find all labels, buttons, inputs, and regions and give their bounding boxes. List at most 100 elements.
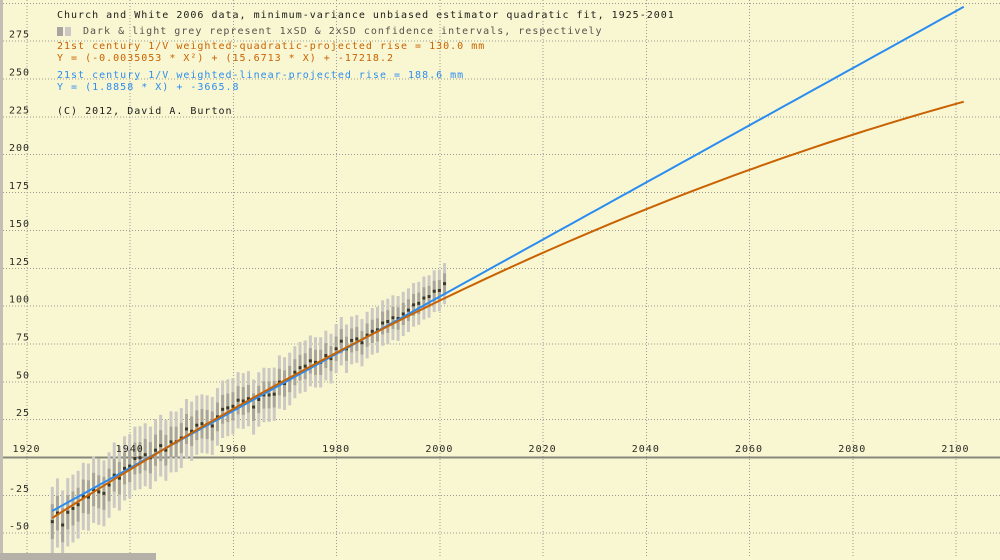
data-point <box>102 491 106 495</box>
x-tick-label: 1960 <box>219 444 247 455</box>
data-point <box>200 422 204 426</box>
data-point <box>308 359 312 363</box>
x-tick-label: 1980 <box>322 444 350 455</box>
y-tick-label: 175 <box>9 181 30 192</box>
y-tick-label: -25 <box>9 484 30 495</box>
light-grey-swatch-icon <box>65 27 71 36</box>
data-point <box>55 511 59 515</box>
tick-labels: 1920 1940 1960 1980 2000 2020 2040 2060 2080 2100… <box>9 30 969 533</box>
data-point <box>50 520 54 524</box>
data-point <box>195 423 199 427</box>
dark-grey-swatch-icon <box>57 27 63 36</box>
x-tick-label: 2100 <box>941 444 969 455</box>
y-tick-label: 150 <box>9 219 30 230</box>
data-point <box>92 488 96 492</box>
linear-equation-label: Y = (1.8858 * X) + -3665.8 <box>57 82 240 93</box>
y-tick-label: -50 <box>9 522 30 533</box>
data-point <box>252 405 256 409</box>
y-tick-label: 125 <box>9 257 30 268</box>
data-point <box>267 393 271 397</box>
data-point <box>226 406 230 410</box>
data-point <box>350 338 354 342</box>
data-point <box>138 456 142 460</box>
data-point <box>298 366 302 370</box>
x-tick-label: 2020 <box>529 444 557 455</box>
data-point <box>66 510 70 514</box>
data-point <box>391 316 395 320</box>
data-point <box>154 448 158 452</box>
data-point <box>437 288 441 292</box>
data-point <box>370 329 374 333</box>
data-point <box>277 380 281 384</box>
data-point <box>314 360 318 364</box>
copyright-label: (C) 2012, David A. Burton <box>57 106 233 117</box>
data-point <box>427 295 431 299</box>
quadratic-fit-line <box>51 100 965 519</box>
data-point <box>241 399 245 403</box>
data-point <box>143 453 147 457</box>
data-point <box>123 466 127 470</box>
window-left-edge <box>0 0 3 560</box>
data-point <box>86 495 90 499</box>
data-point <box>365 333 369 337</box>
data-point <box>190 429 194 433</box>
data-point <box>107 483 111 487</box>
y-tick-label: 100 <box>9 295 30 306</box>
data-point <box>221 407 225 411</box>
data-point <box>231 404 235 408</box>
data-point <box>324 354 328 358</box>
y-tick-label: 275 <box>9 30 30 41</box>
data-point <box>272 392 276 396</box>
data-point <box>246 397 250 401</box>
linear-fit-line <box>51 5 965 512</box>
data-point <box>169 440 173 444</box>
x-tick-label: 1920 <box>12 444 40 455</box>
y-tick-label: 225 <box>9 105 30 116</box>
x-tick-label: 1940 <box>116 444 144 455</box>
data-point <box>334 347 338 351</box>
data-point <box>386 320 390 324</box>
y-tick-label: 200 <box>9 143 30 154</box>
data-point <box>396 316 400 320</box>
x-tick-label: 2060 <box>735 444 763 455</box>
chart-title: Church and White 2006 data, minimum-vari… <box>57 10 675 21</box>
data-point <box>81 494 85 498</box>
data-point <box>355 337 359 341</box>
data-point <box>443 282 447 286</box>
data-point <box>381 321 385 325</box>
x-tick-label: 2080 <box>838 444 866 455</box>
data-point <box>412 303 416 307</box>
data-point <box>375 328 379 332</box>
data-point <box>329 357 333 361</box>
data-point <box>236 398 240 402</box>
data-point <box>133 457 137 461</box>
data-point <box>117 476 121 480</box>
x-tick-label: 2000 <box>425 444 453 455</box>
confidence-legend: Dark & light grey represent 1xSD & 2xSD … <box>57 27 603 37</box>
data-points <box>50 282 447 527</box>
y-tick-label: 75 <box>16 332 30 343</box>
y-tick-label: 250 <box>9 68 30 79</box>
data-point <box>422 296 426 300</box>
data-point <box>112 473 116 477</box>
data-point <box>76 503 80 507</box>
data-point <box>406 308 410 312</box>
data-point <box>61 523 65 527</box>
quadratic-equation-label: Y = (-0.0035053 * X²) + (15.6713 * X) + … <box>57 53 394 64</box>
y-tick-label: 50 <box>16 370 30 381</box>
data-point <box>417 301 421 305</box>
data-point <box>164 448 168 452</box>
data-point <box>401 312 405 316</box>
x-tick-label: 2040 <box>632 444 660 455</box>
data-point <box>432 289 436 293</box>
data-point <box>71 506 75 510</box>
data-point <box>257 397 261 401</box>
quadratic-rise-label: 21st century 1/V weighted-quadratic-proj… <box>57 41 486 52</box>
data-point <box>184 427 188 431</box>
data-point <box>210 424 214 428</box>
data-point <box>159 444 163 448</box>
linear-rise-label: 21st century 1/V weighted-linear-project… <box>57 70 465 81</box>
data-point <box>360 341 364 345</box>
